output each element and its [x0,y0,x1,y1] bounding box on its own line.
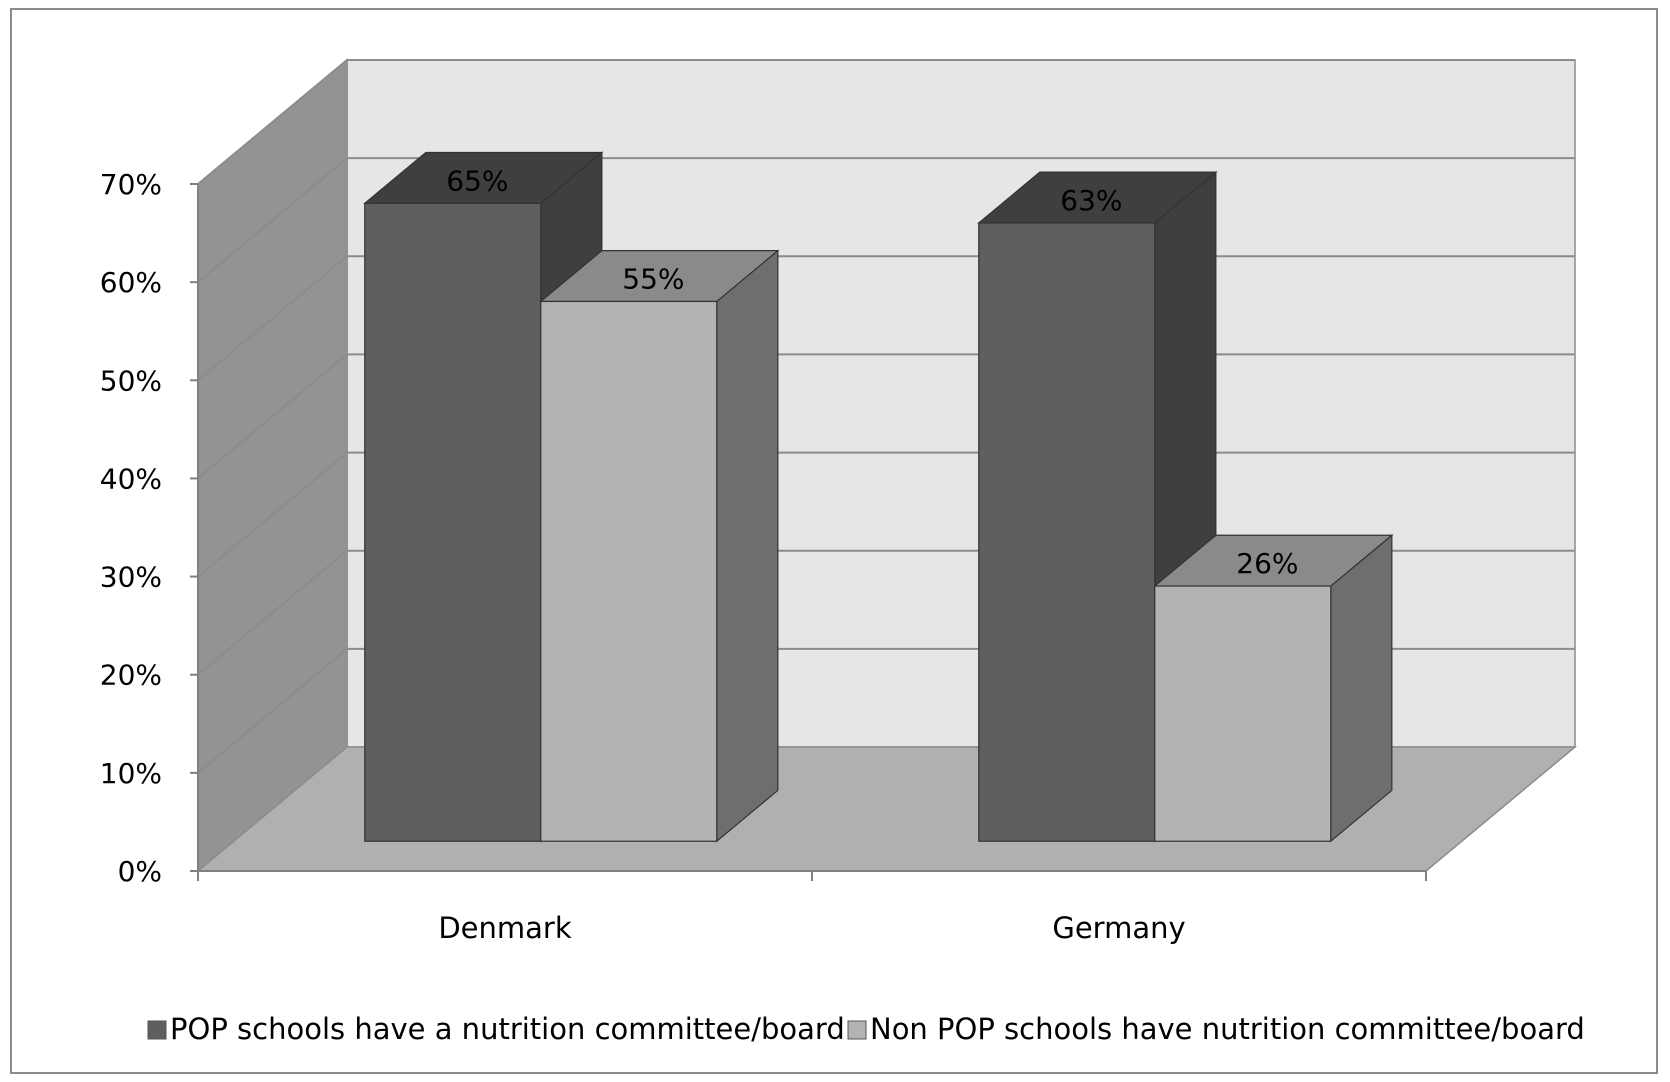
category-labels: Denmark Germany [438,911,1185,945]
y-tick-label: 0% [118,855,162,888]
data-label: 26% [1236,547,1298,580]
y-tick-label: 60% [100,266,162,299]
y-tick-label: 50% [100,364,162,397]
y-tick-label: 10% [100,757,162,790]
legend-label: POP schools have a nutrition committee/b… [170,1012,845,1046]
legend-item-1: POP schools have a nutrition committee/b… [147,1012,845,1046]
y-tick-labels: 0% 10% 20% 30% 40% 50% 60% 70% [100,168,162,888]
legend-item-2: Non POP schools have nutrition committee… [847,1012,1585,1046]
bar-denmark-series-2 [539,249,780,843]
bar-front [540,300,718,842]
bar-front [364,202,542,842]
axes [190,183,1427,881]
legend-swatch [847,1020,867,1040]
gridline [197,157,1575,283]
data-label: 65% [446,164,508,197]
y-tick-label: 40% [100,462,162,495]
side-wall [197,58,348,873]
category-label: Denmark [438,911,571,945]
legend: POP schools have a nutrition committee/b… [147,1012,1585,1046]
data-label: 63% [1060,184,1122,217]
bar-front [1154,585,1332,842]
y-tick-label: 20% [100,659,162,692]
legend-label: Non POP schools have nutrition committee… [870,1012,1585,1046]
y-tick-label: 30% [100,561,162,594]
bar-front [978,222,1156,842]
bar-germany-series-1 [977,170,1218,843]
legend-swatch [147,1020,167,1040]
bar-germany-series-2 [1153,533,1394,843]
category-label: Germany [1052,911,1185,945]
bar-side [716,249,779,843]
bars [363,151,1394,843]
y-tick-label: 70% [100,168,162,201]
bar-side [1330,533,1393,843]
gridline [197,59,1575,185]
data-labels: 65% 55% 63% 26% [446,164,1298,580]
data-label: 55% [622,263,684,296]
